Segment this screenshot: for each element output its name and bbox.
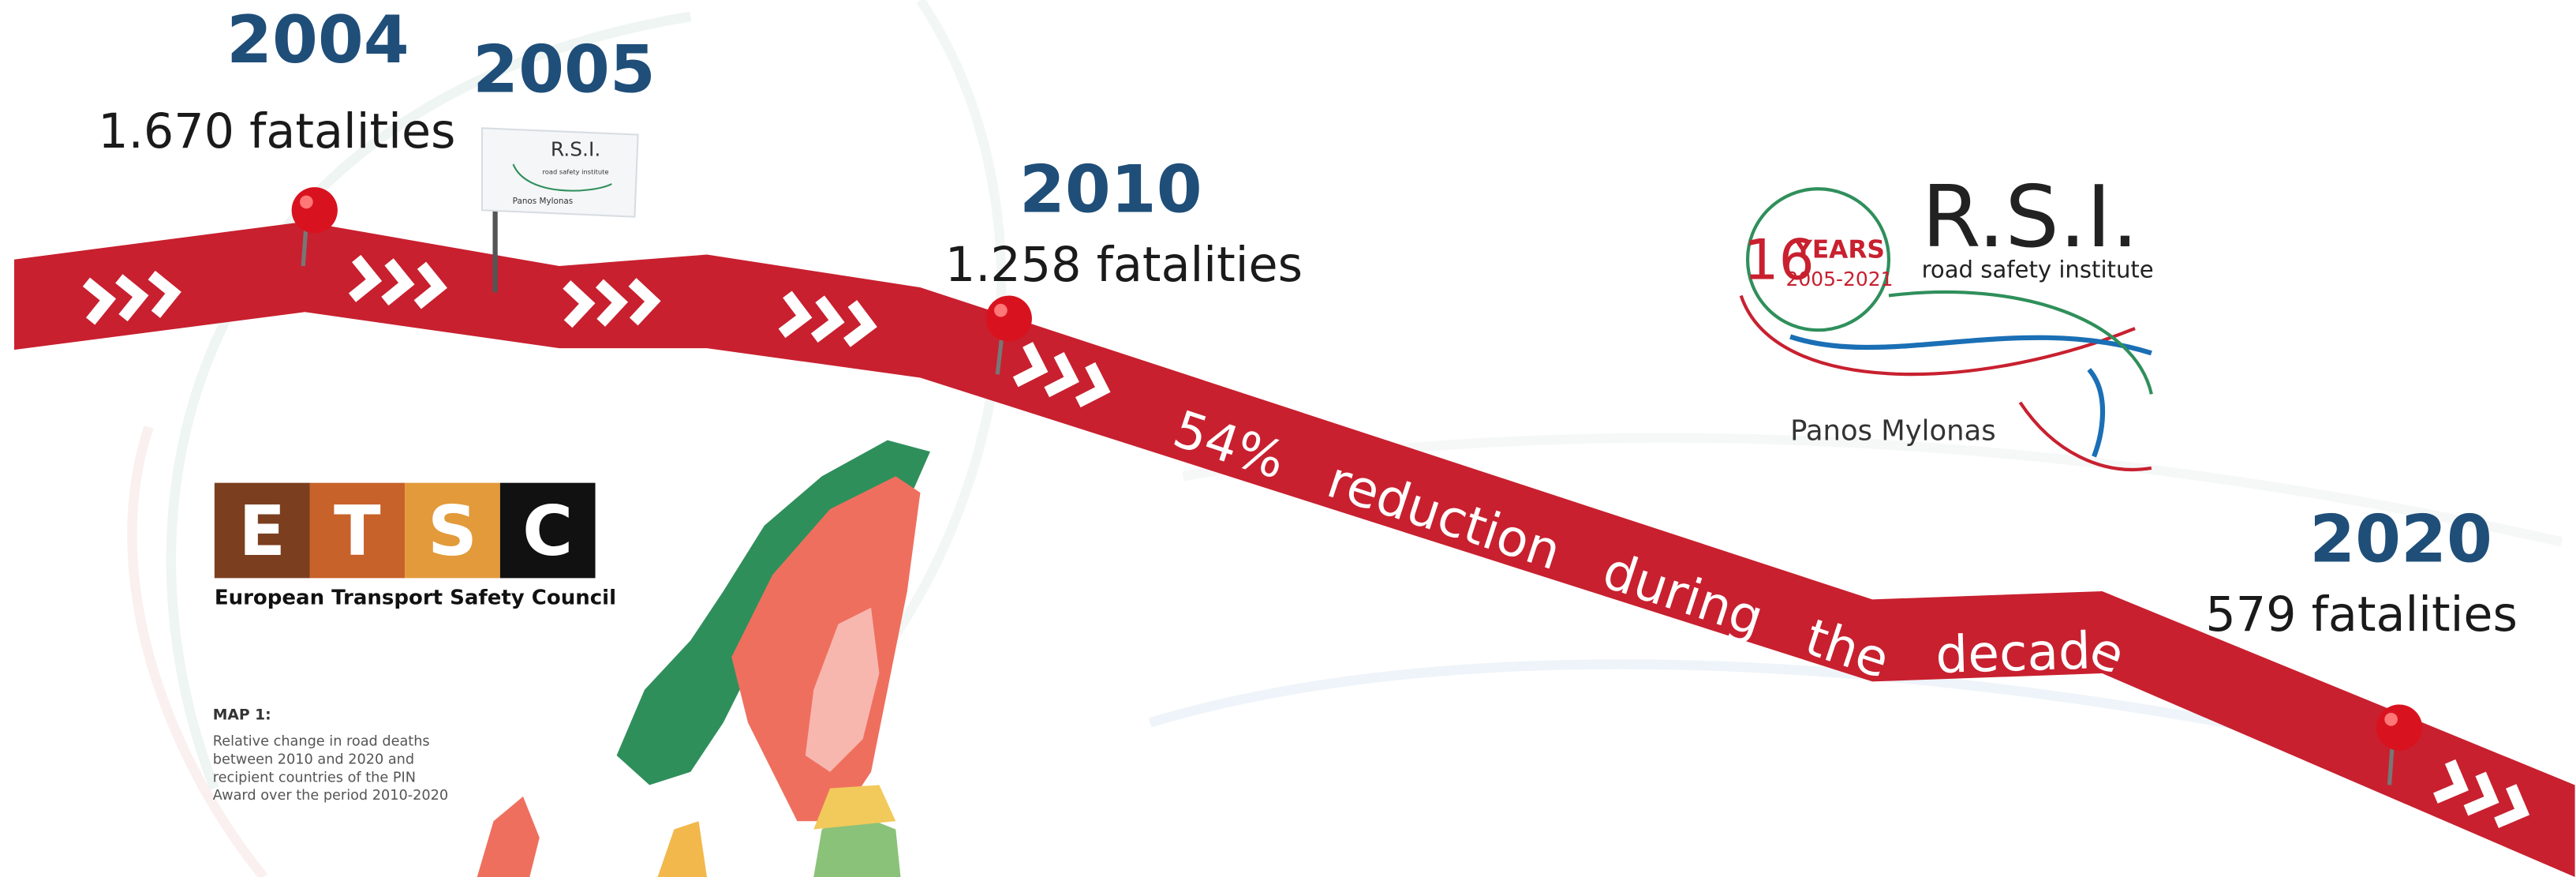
map-description: recipient countries of the PIN	[213, 770, 416, 785]
etsc-name: European Transport Safety Council	[215, 587, 616, 610]
badge-years: YEARS	[1793, 236, 1885, 264]
year-label: 2010	[1019, 151, 1202, 227]
map-caption: MAP 1: Relative change in road deaths be…	[213, 706, 448, 804]
rsi-founder: Panos Mylonas	[1790, 415, 1996, 448]
map-description: Relative change in road deaths	[213, 734, 430, 750]
etsc-letter: C	[522, 491, 573, 572]
fatalities-label: 1.670 fatalities	[98, 104, 455, 159]
etsc-letter: E	[238, 491, 286, 572]
flag-name: R.S.I.	[551, 138, 600, 161]
year-label: 2020	[2309, 501, 2492, 578]
pins	[291, 187, 2423, 785]
etsc-letter: T	[334, 491, 381, 572]
ribbon	[14, 221, 2575, 877]
map-description: Award over the period 2010-2020	[213, 788, 448, 804]
year-label: 2005	[473, 32, 656, 108]
badge-range: 2005-2021	[1786, 268, 1894, 290]
rsi-subtitle: road safety institute	[1922, 257, 2154, 283]
map-title: MAP 1:	[213, 706, 271, 723]
rsi-logo: 16 YEARS 2005-2021 R.S.I. road safety in…	[1739, 167, 2154, 471]
rsi-flag: R.S.I. road safety institute Panos Mylon…	[480, 127, 639, 293]
chevrons	[82, 254, 2530, 829]
flag-subtitle: road safety institute	[543, 168, 609, 176]
fatalities-label: 579 fatalities	[2205, 587, 2518, 643]
fatalities-label: 1.258 fatalities	[945, 238, 1303, 293]
year-label: 2004	[226, 2, 409, 78]
europe-map	[477, 440, 930, 877]
flag-founder: Panos Mylonas	[513, 197, 574, 206]
map-description: between 2010 and 2020 and	[213, 751, 414, 767]
rsi-name: R.S.I.	[1922, 167, 2139, 267]
badge-number: 16	[1744, 227, 1815, 293]
etsc-logo: E T S C European Transport Safety Counci…	[214, 482, 616, 610]
etsc-letter: S	[428, 491, 477, 572]
